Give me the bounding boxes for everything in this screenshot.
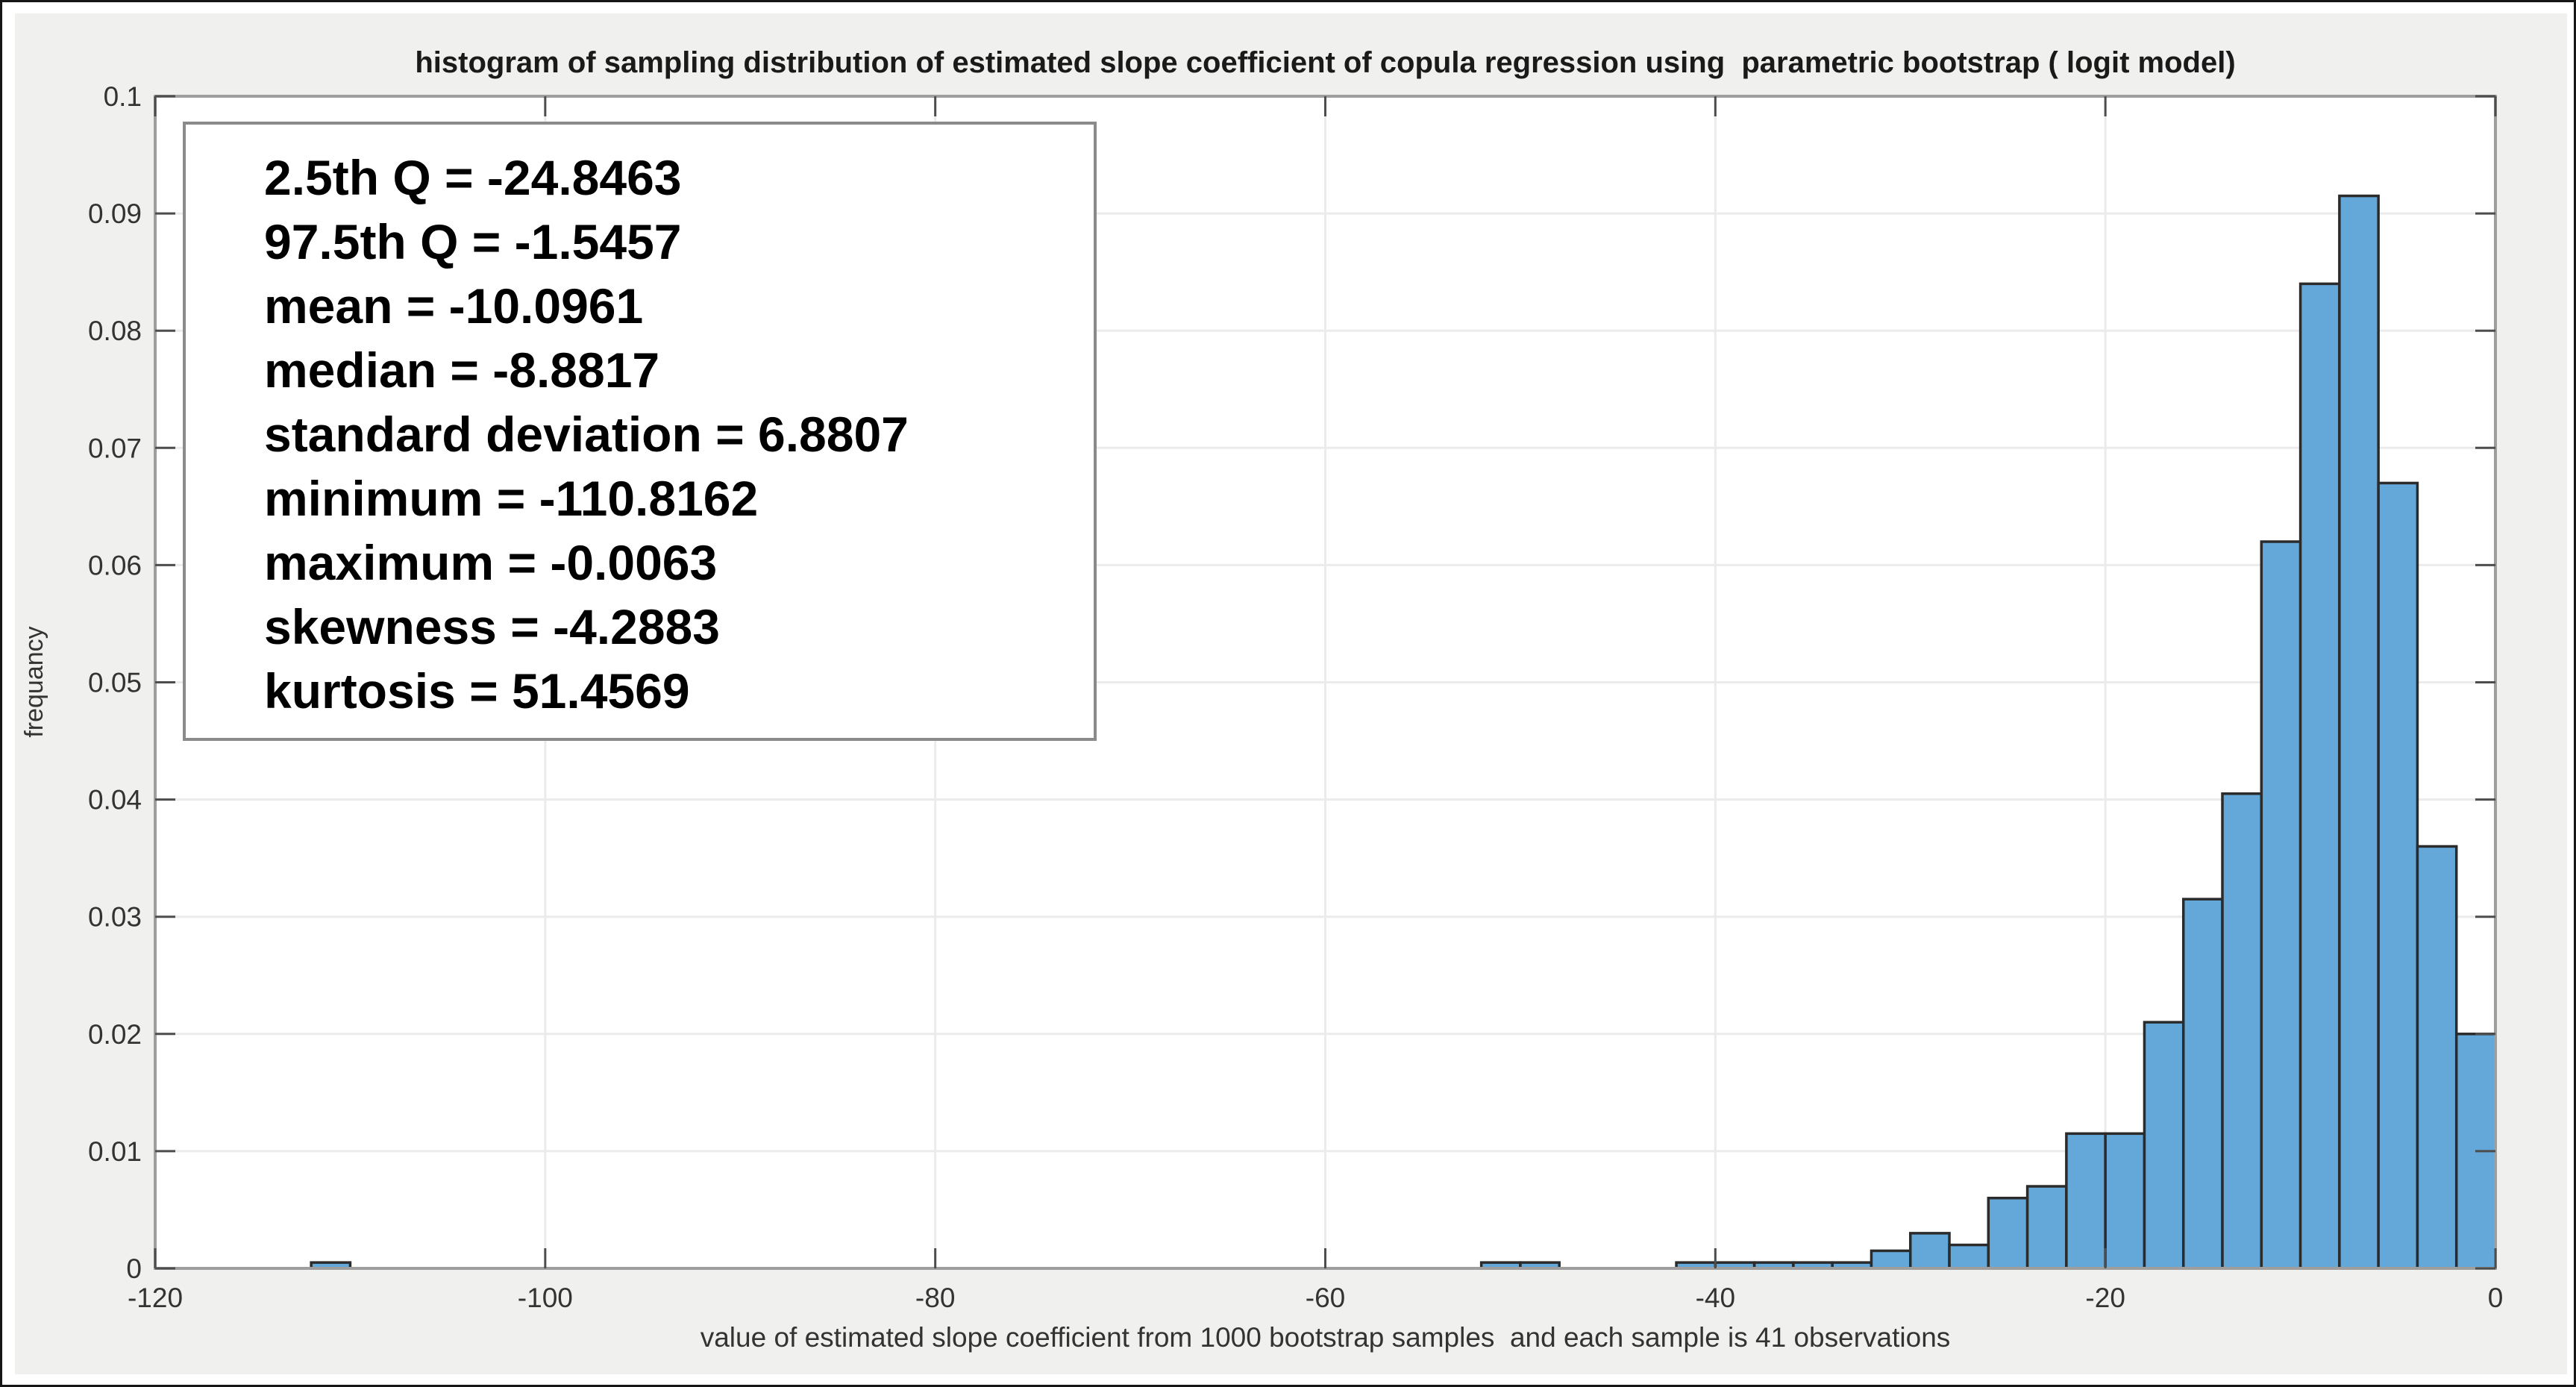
histogram-bar [1987, 1196, 2029, 1270]
stat-median: median = -8.8817 [264, 342, 660, 398]
y-tick-label: 0.02 [88, 1019, 142, 1050]
statistics-textbox: 2.5th Q = -24.8463 97.5th Q = -1.5457 me… [183, 122, 1097, 741]
y-tick-label: 0 [126, 1253, 142, 1284]
y-tick-label: 0.04 [88, 785, 142, 815]
stat-std-deviation: standard deviation = 6.8807 [264, 407, 909, 462]
y-tick-label: 0.09 [88, 198, 142, 229]
x-axis-label: value of estimated slope coefficient fro… [700, 1322, 1951, 1353]
histogram-bar [2104, 1132, 2146, 1270]
stat-quantile-97p5: 97.5th Q = -1.5457 [264, 214, 682, 269]
histogram-bar [2025, 1185, 2068, 1270]
histogram-bar [1909, 1232, 1951, 1270]
y-tick-label: 0.06 [88, 550, 142, 580]
histogram-bar [2181, 898, 2224, 1270]
y-tick-label: 0.01 [88, 1136, 142, 1167]
stat-kurtosis: kurtosis = 51.4569 [264, 663, 690, 718]
x-tick-label: 0 [2488, 1283, 2504, 1313]
histogram-bar [2298, 282, 2341, 1270]
x-tick-label: -100 [518, 1283, 573, 1313]
stat-quantile-2p5: 2.5th Q = -24.8463 [264, 150, 682, 205]
y-axis-label: frequancy [20, 626, 48, 738]
histogram-bar [2377, 481, 2419, 1270]
histogram-bar [1948, 1243, 1990, 1270]
histogram-bar [2221, 792, 2263, 1270]
x-tick-label: -60 [1306, 1283, 1345, 1313]
histogram-bar [1870, 1249, 1912, 1270]
histogram-bar [2260, 540, 2302, 1270]
stat-minimum: minimum = -110.8162 [264, 471, 759, 526]
histogram-bar [2338, 194, 2380, 1270]
x-tick-label: -80 [915, 1283, 955, 1313]
x-tick-label: -40 [1696, 1283, 1735, 1313]
y-tick-label: 0.07 [88, 433, 142, 463]
stat-skewness: skewness = -4.2883 [264, 599, 720, 654]
y-tick-label: 0.05 [88, 668, 142, 698]
histogram-bar [2143, 1021, 2185, 1270]
chart-title: histogram of sampling distribution of es… [415, 46, 2236, 79]
histogram-bar [2416, 845, 2458, 1270]
histogram-bar [2065, 1132, 2107, 1270]
x-tick-label: -20 [2085, 1283, 2125, 1313]
y-tick-label: 0.08 [88, 316, 142, 346]
stat-mean: mean = -10.0961 [264, 278, 644, 334]
stat-maximum: maximum = -0.0063 [264, 535, 718, 590]
y-tick-label: 0.1 [104, 81, 142, 112]
y-tick-label: 0.03 [88, 902, 142, 933]
x-tick-label: -120 [128, 1283, 183, 1313]
